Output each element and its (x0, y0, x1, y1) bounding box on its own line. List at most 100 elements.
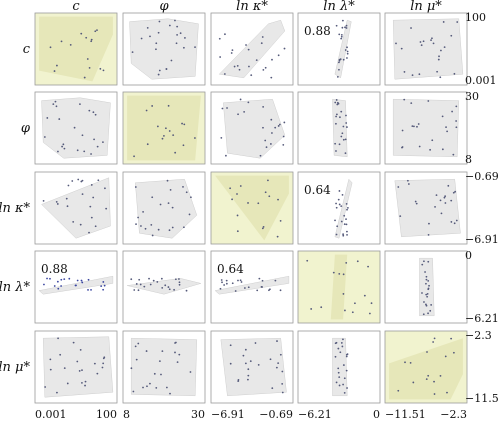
point (343, 214, 346, 217)
point (137, 216, 139, 219)
point (335, 113, 338, 116)
point (76, 360, 79, 363)
point (73, 126, 76, 129)
point (256, 289, 259, 292)
point (157, 228, 160, 231)
point (335, 24, 338, 27)
point (156, 281, 159, 283)
point (225, 282, 228, 285)
point (269, 358, 272, 361)
point (455, 126, 458, 129)
point (336, 75, 339, 78)
point (185, 191, 188, 194)
point (343, 392, 346, 394)
point (42, 199, 45, 202)
point (247, 368, 250, 371)
point (49, 358, 52, 361)
point (52, 103, 55, 106)
y-tick-top-2: −0.69 (465, 170, 499, 183)
point (69, 43, 72, 46)
point (56, 280, 59, 283)
point (144, 227, 147, 230)
point (160, 277, 163, 280)
point (346, 52, 349, 55)
x-tick-left-4: −11.51 (385, 408, 426, 421)
point (76, 149, 79, 152)
point (342, 383, 345, 386)
point (239, 185, 242, 187)
point (131, 51, 134, 54)
correlation-label-0: 0.88 (304, 24, 331, 38)
point (231, 198, 233, 201)
point (55, 105, 58, 108)
point (182, 46, 185, 49)
point (346, 46, 348, 49)
point (57, 287, 60, 290)
diag-hull-3 (330, 254, 348, 320)
point (341, 345, 344, 348)
point (65, 197, 68, 200)
point (96, 29, 98, 32)
point (415, 202, 418, 205)
point (90, 184, 93, 186)
x-tick-right-1: 30 (191, 408, 205, 421)
point (134, 345, 137, 348)
point (335, 99, 338, 101)
col-label-4: ln μ* (410, 0, 442, 14)
point (283, 121, 286, 124)
point (444, 195, 447, 198)
point (261, 279, 264, 282)
point (221, 107, 224, 110)
point (261, 227, 264, 230)
point (427, 312, 429, 315)
point (426, 295, 429, 298)
point (342, 364, 345, 366)
point (87, 278, 90, 281)
point (340, 135, 343, 138)
point (345, 355, 348, 358)
hull-4-3 (332, 337, 348, 397)
point (100, 285, 103, 288)
point (229, 344, 232, 347)
point (335, 150, 337, 152)
hull-4-1 (130, 337, 198, 397)
point (155, 386, 158, 389)
point (416, 125, 418, 128)
point (335, 341, 338, 344)
hull-1-3 (332, 98, 348, 158)
point (276, 340, 278, 342)
point (225, 279, 228, 282)
point (427, 279, 430, 282)
point (80, 279, 83, 282)
point (71, 180, 74, 182)
point (182, 144, 185, 147)
row-label-1: φ (21, 121, 31, 136)
point (255, 59, 258, 62)
point (135, 283, 138, 285)
point (219, 287, 222, 290)
point (445, 126, 447, 128)
y-tick-bottom-4: −11.51 (465, 392, 500, 405)
point (334, 101, 337, 104)
point (400, 47, 403, 50)
point (271, 132, 273, 134)
point (247, 101, 250, 104)
point (341, 19, 344, 22)
point (354, 302, 356, 305)
point (434, 205, 436, 208)
hull-0-4 (392, 18, 464, 80)
point (219, 56, 222, 58)
point (79, 348, 82, 351)
row-label-0: c (23, 42, 31, 57)
point (46, 277, 48, 280)
point (338, 376, 341, 379)
diag-hull-4 (389, 338, 463, 400)
point (179, 32, 182, 35)
point (66, 205, 69, 208)
point (175, 42, 178, 45)
point (55, 201, 58, 203)
point (184, 37, 186, 39)
point (401, 146, 404, 148)
point (60, 40, 63, 43)
